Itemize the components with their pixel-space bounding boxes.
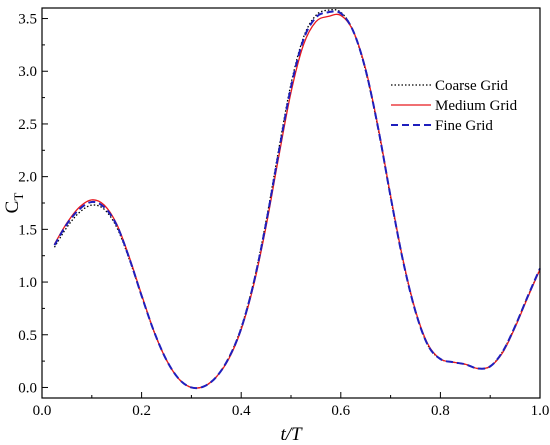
x-tick-label: 0.4 — [232, 403, 251, 419]
x-tick-label: 0.2 — [132, 403, 151, 419]
x-tick-label: 0.0 — [33, 403, 52, 419]
legend-label-fine-grid: Fine Grid — [435, 118, 493, 134]
y-tick-label: 3.5 — [18, 12, 37, 28]
tick-labels-layer: 0.0 0.2 0.4 0.6 0.8 1.0 0.0 0.5 1.0 1.5 2.0 2.5 3.0 3… — [18, 12, 549, 419]
y-axis-title: CT — [2, 193, 26, 214]
legend-label-medium-grid: Medium Grid — [435, 98, 518, 114]
y-tick-label: 0.5 — [18, 328, 37, 344]
x-tick-label: 1.0 — [531, 403, 550, 419]
y-axis-title-subscript: T — [11, 193, 26, 201]
x-tick-label: 0.6 — [331, 403, 350, 419]
y-axis-title-main: C — [2, 201, 23, 214]
ticks-layer — [41, 18, 541, 398]
series-medium-grid-line — [53, 13, 541, 389]
series-layer — [53, 8, 541, 390]
y-tick-label: 2.0 — [18, 170, 37, 186]
plot-frame — [41, 7, 541, 399]
series-fine-grid-line — [53, 10, 541, 390]
x-axis-title: t/T — [280, 424, 303, 445]
legend: Coarse Grid Medium Grid Fine Grid — [391, 78, 518, 134]
y-tick-label: 2.5 — [18, 117, 37, 133]
y-tick-label: 3.0 — [18, 64, 37, 80]
x-tick-label: 0.8 — [431, 403, 450, 419]
y-tick-label: 1.5 — [18, 222, 37, 238]
legend-label-coarse-grid: Coarse Grid — [435, 78, 508, 94]
y-tick-label: 0.0 — [18, 380, 37, 396]
y-tick-label: 1.0 — [18, 275, 37, 291]
